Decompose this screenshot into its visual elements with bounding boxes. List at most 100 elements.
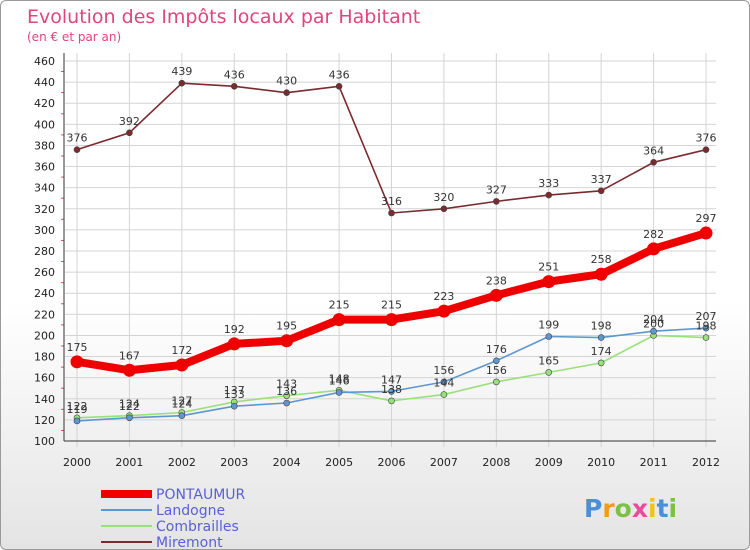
legend-label-landogne: Landogne [156,503,225,519]
point-pontaumur-2004 [280,334,294,348]
data-label-landogne-2006: 147 [381,373,402,386]
xtick-label-2011: 2011 [640,456,668,469]
proxiti-logo: Proxiti [584,494,677,523]
data-label-combrailles-2002: 127 [171,395,192,408]
data-label-miremont-2000: 376 [67,132,88,145]
point-landogne-2002 [178,412,186,419]
logo-letter: t [657,494,669,523]
data-label-miremont-2005: 436 [329,68,350,81]
legend-label-combrailles: Combrailles [156,519,239,535]
data-label-combrailles-2012: 198 [696,320,717,333]
data-label-combrailles-2008: 156 [486,364,507,377]
data-label-pontaumur-2007: 223 [433,290,454,303]
ytick-label-300: 300 [34,224,55,237]
xtick-label-2000: 2000 [63,456,91,469]
logo-letter: P [584,494,602,523]
data-label-landogne-2009: 199 [538,319,559,332]
data-label-pontaumur-2004: 195 [276,320,297,333]
xtick-label-2004: 2004 [273,456,301,469]
data-label-combrailles-2007: 144 [433,377,454,390]
data-label-miremont-2003: 436 [224,68,245,81]
point-pontaumur-2000 [70,355,84,369]
point-landogne-2001 [126,414,133,422]
data-label-landogne-2011: 204 [643,313,664,326]
point-landogne-2011 [650,327,657,335]
data-label-landogne-2004: 136 [276,385,297,398]
data-label-landogne-2005: 146 [329,374,350,387]
data-label-landogne-2012: 207 [696,310,717,323]
data-label-miremont-2012: 376 [696,132,717,145]
point-pontaumur-2003 [227,337,241,351]
data-label-miremont-2001: 392 [119,115,140,128]
point-miremont-2004 [283,89,290,96]
ytick-label-240: 240 [34,287,55,300]
series-layer [70,79,713,425]
xtick-label-2010: 2010 [587,456,615,469]
data-label-pontaumur-2009: 251 [538,261,559,274]
point-pontaumur-2010 [594,267,608,281]
grid [65,53,716,447]
point-combrailles-2008 [493,378,500,386]
xtick-label-2008: 2008 [482,456,510,469]
point-miremont-2003 [230,83,238,90]
data-label-miremont-2011: 364 [643,144,664,157]
data-label-pontaumur-2011: 282 [643,228,664,241]
point-landogne-2009 [545,333,553,340]
xtick-label-2006: 2006 [378,456,406,469]
point-landogne-2006 [388,388,395,395]
data-label-landogne-2003: 133 [224,388,245,401]
data-label-combrailles-2006: 138 [381,383,402,396]
data-label-miremont-2002: 439 [171,65,192,78]
point-miremont-2009 [545,191,553,199]
data-label-landogne-2001: 122 [119,400,140,413]
point-combrailles-2009 [545,369,553,376]
data-label-miremont-2007: 320 [433,191,454,204]
ytick-label-220: 220 [34,308,55,321]
xtick-label-2001: 2001 [115,456,143,469]
data-label-pontaumur-2005: 215 [329,299,350,312]
ytick-label-340: 340 [34,182,55,195]
point-pontaumur-2005 [332,313,346,327]
logo-letter: r [602,494,615,523]
point-pontaumur-2007 [437,304,451,318]
data-label-combrailles-2005: 148 [329,372,350,385]
point-combrailles-2010 [597,359,605,367]
data-label-landogne-2008: 176 [486,343,507,356]
point-pontaumur-2009 [542,275,556,289]
data-label-pontaumur-2000: 175 [67,341,88,354]
point-miremont-2011 [650,159,657,166]
ytick-label-360: 360 [34,161,55,174]
data-label-miremont-2010: 337 [591,173,612,186]
point-miremont-2002 [178,79,186,87]
ytick-label-420: 420 [34,97,55,110]
xtick-label-2003: 2003 [220,456,248,469]
data-label-combrailles-2004: 143 [276,378,297,391]
point-miremont-2010 [597,187,605,195]
xtick-label-2002: 2002 [168,456,196,469]
logo-letter: x [632,494,648,523]
point-combrailles-2006 [388,397,395,405]
data-label-combrailles-2000: 122 [67,400,88,413]
data-label-pontaumur-2012: 297 [696,212,717,225]
point-miremont-2007 [440,205,448,213]
point-miremont-2000 [73,146,81,153]
data-label-miremont-2004: 430 [276,75,297,88]
point-combrailles-2012 [702,334,710,341]
point-pontaumur-2011 [647,242,661,256]
logo-letter: i [648,494,657,523]
legend-label-pontaumur: PONTAUMUR [156,487,246,503]
data-label-landogne-2002: 124 [171,398,192,411]
ytick-label-280: 280 [34,245,55,258]
ytick-label-260: 260 [34,266,55,279]
data-label-pontaumur-2008: 238 [486,274,507,287]
data-label-combrailles-2009: 165 [538,354,559,367]
data-label-miremont-2006: 316 [381,195,402,208]
point-miremont-2012 [702,146,710,153]
legend-label-miremont: Miremont [156,535,223,549]
xtick-label-2005: 2005 [325,456,353,469]
ytick-label-440: 440 [34,76,55,89]
data-label-pontaumur-2006: 215 [381,299,402,312]
point-miremont-2001 [126,129,133,137]
